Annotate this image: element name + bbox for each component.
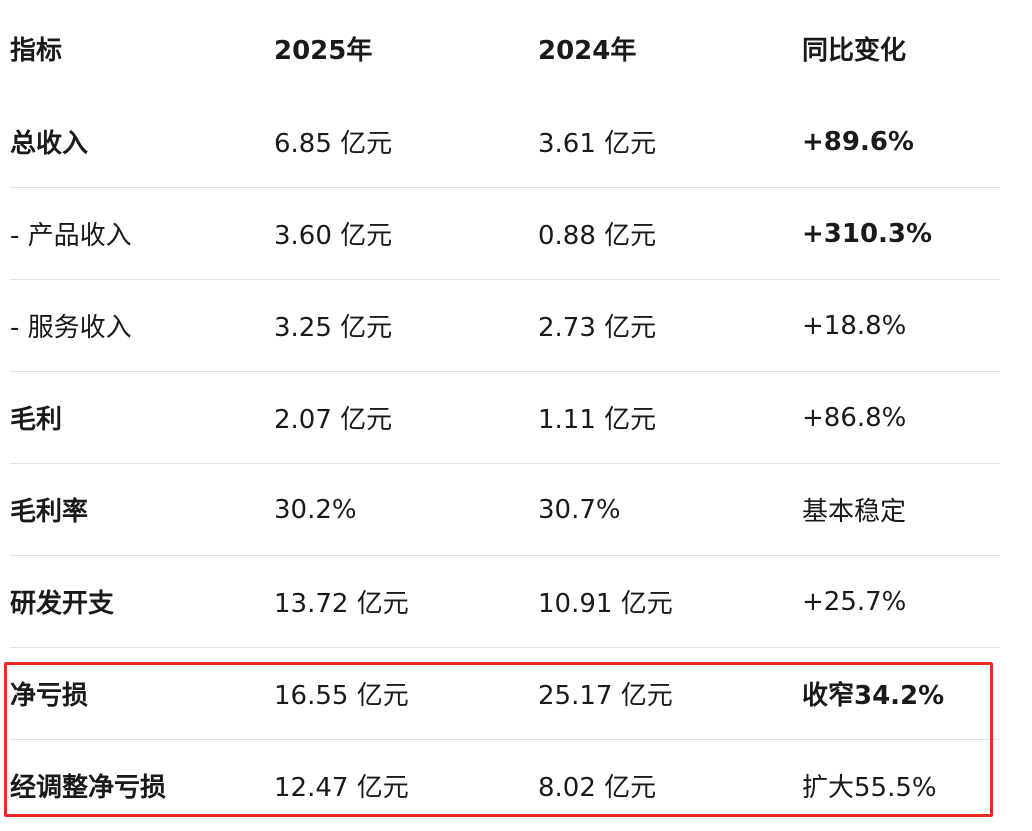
metric-cell: - 产品收入 — [10, 188, 274, 280]
header-metric: 指标 — [10, 0, 274, 96]
value-2024-cell: 10.91 亿元 — [538, 556, 802, 648]
value-2024-cell: 30.7% — [538, 464, 802, 556]
metric-cell: 毛利 — [10, 372, 274, 464]
header-yoy: 同比变化 — [802, 0, 1000, 96]
value-2025-cell: 12.47 亿元 — [274, 740, 538, 831]
value-2024-cell: 0.88 亿元 — [538, 188, 802, 280]
metric-cell: - 服务收入 — [10, 280, 274, 372]
yoy-change-cell: +310.3% — [802, 188, 1000, 280]
metric-cell: 研发开支 — [10, 556, 274, 648]
header-2024: 2024年 — [538, 0, 802, 96]
value-2024-cell: 2.73 亿元 — [538, 280, 802, 372]
header-2025: 2025年 — [274, 0, 538, 96]
metric-cell: 毛利率 — [10, 464, 274, 556]
value-2024-cell: 1.11 亿元 — [538, 372, 802, 464]
metric-cell: 经调整净亏损 — [10, 740, 274, 831]
yoy-change-cell: +89.6% — [802, 96, 1000, 188]
yoy-change-cell: +25.7% — [802, 556, 1000, 648]
metric-cell: 总收入 — [10, 96, 274, 188]
value-2024-cell: 8.02 亿元 — [538, 740, 802, 831]
yoy-change-cell: 扩大55.5% — [802, 740, 1000, 831]
yoy-change-cell: 基本稳定 — [802, 464, 1000, 556]
value-2025-cell: 6.85 亿元 — [274, 96, 538, 188]
yoy-change-cell: +86.8% — [802, 372, 1000, 464]
value-2024-cell: 3.61 亿元 — [538, 96, 802, 188]
metric-cell: 净亏损 — [10, 648, 274, 740]
value-2025-cell: 2.07 亿元 — [274, 372, 538, 464]
value-2024-cell: 25.17 亿元 — [538, 648, 802, 740]
yoy-change-cell: 收窄34.2% — [802, 648, 1000, 740]
value-2025-cell: 16.55 亿元 — [274, 648, 538, 740]
value-2025-cell: 3.60 亿元 — [274, 188, 538, 280]
table-header-row: 指标 2025年 2024年 同比变化 — [10, 0, 1000, 96]
yoy-change-cell: +18.8% — [802, 280, 1000, 372]
value-2025-cell: 13.72 亿元 — [274, 556, 538, 648]
value-2025-cell: 30.2% — [274, 464, 538, 556]
value-2025-cell: 3.25 亿元 — [274, 280, 538, 372]
